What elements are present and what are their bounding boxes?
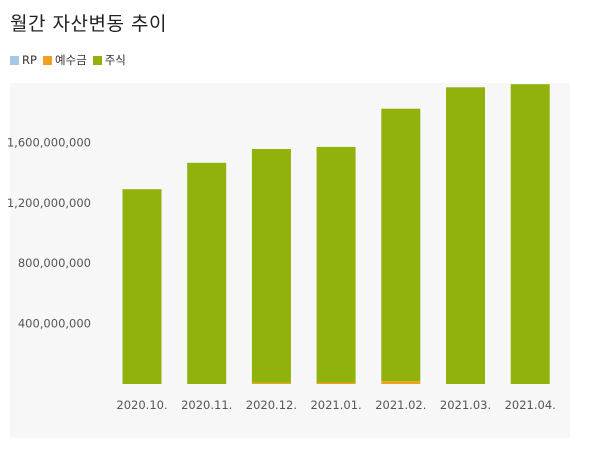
bar-segment[interactable] (316, 382, 356, 385)
legend-item-stock[interactable]: 주식 (92, 52, 126, 68)
bar-segment[interactable] (381, 108, 421, 382)
y-tick-label: 800,000,000 (18, 256, 91, 270)
bar-segment[interactable] (122, 189, 162, 384)
legend-label-deposit: 예수금 (54, 53, 87, 67)
legend-swatch-stock (92, 55, 102, 65)
x-tick-label: 2021.01. (310, 398, 361, 412)
legend-swatch-rp (10, 55, 19, 65)
legend: RP 예수금 주식 (10, 52, 132, 68)
chart-title: 월간 자산변동 추이 (10, 13, 167, 35)
x-tick-label: 2020.11. (181, 398, 232, 412)
bar-segment[interactable] (510, 84, 550, 384)
x-tick-label: 2021.02. (375, 398, 426, 412)
y-tick-label: 1,200,000,000 (7, 196, 91, 210)
x-tick-label: 2021.04. (505, 398, 556, 412)
x-tick-label: 2020.12. (246, 398, 297, 412)
bar-segment[interactable] (251, 382, 291, 384)
bar-segment[interactable] (446, 87, 485, 385)
legend-item-deposit[interactable]: 예수금 (42, 52, 87, 68)
y-tick-label: 400,000,000 (18, 317, 91, 331)
y-tick-label: 1,600,000,000 (7, 135, 91, 149)
bar-segment[interactable] (251, 149, 291, 383)
bar-segment[interactable] (381, 381, 421, 384)
legend-label-stock: 주식 (104, 53, 126, 67)
legend-label-rp: RP (22, 53, 37, 67)
bar-segment[interactable] (316, 146, 356, 383)
x-tick-label: 2020.10. (116, 398, 167, 412)
x-tick-label: 2021.03. (440, 398, 491, 412)
legend-item-rp[interactable]: RP (10, 53, 37, 67)
bar-segment[interactable] (187, 162, 227, 384)
legend-swatch-deposit (42, 55, 52, 65)
